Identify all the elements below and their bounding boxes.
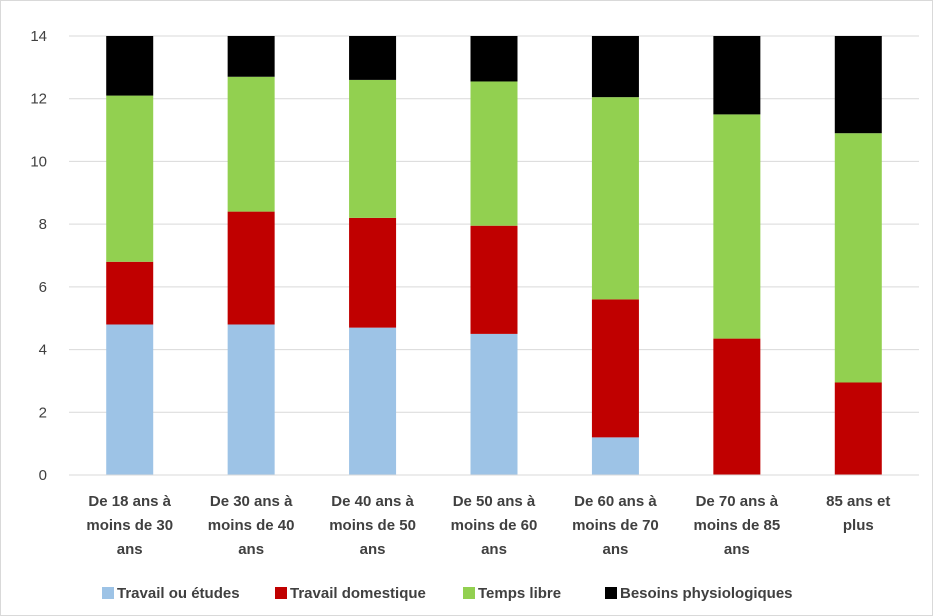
bar-segment <box>349 36 397 80</box>
x-tick-label: moins de 85 <box>694 517 781 534</box>
legend-swatch <box>275 587 287 599</box>
bar-segment <box>470 333 518 475</box>
x-tick-label: ans <box>360 541 386 558</box>
x-tick-label: ans <box>724 541 750 558</box>
x-tick-label: De 40 ans à <box>331 493 414 510</box>
x-tick-label: moins de 50 <box>329 517 416 534</box>
bar-segment <box>227 36 275 77</box>
x-tick-label: moins de 70 <box>572 517 659 534</box>
legend: Travail ou études Travail domestique Temps… <box>102 585 793 602</box>
bar-segment <box>470 225 518 334</box>
legend-item: Travail domestique <box>275 585 426 602</box>
x-tick-label: De 50 ans à <box>453 493 536 510</box>
legend-label: Temps libre <box>478 585 561 602</box>
legend-item: Besoins physiologiques <box>605 585 793 602</box>
bar-segment <box>713 114 761 339</box>
x-tick-label: De 70 ans à <box>696 493 779 510</box>
legend-label: Travail domestique <box>290 585 426 602</box>
bar-segment <box>713 36 761 115</box>
x-tick-label: moins de 30 <box>86 517 173 534</box>
bars <box>106 36 882 475</box>
legend-label: Besoins physiologiques <box>620 585 793 602</box>
legend-item: Temps libre <box>463 585 561 602</box>
legend-swatch <box>605 587 617 599</box>
bar-segment <box>834 133 882 383</box>
bar-segment <box>106 36 154 96</box>
bar-segment <box>834 382 882 475</box>
x-tick-label: De 18 ans à <box>88 493 171 510</box>
x-tick-label: moins de 40 <box>208 517 295 534</box>
bar-segment <box>349 217 397 328</box>
bar-segment <box>470 81 518 226</box>
legend-swatch <box>102 587 114 599</box>
y-tick-label: 0 <box>39 467 47 484</box>
y-tick-label: 10 <box>30 153 47 170</box>
x-tick-label: ans <box>238 541 264 558</box>
y-tick-label: 8 <box>39 216 47 233</box>
bar-segment <box>834 36 882 134</box>
x-tick-label: moins de 60 <box>451 517 538 534</box>
bar-segment <box>591 299 639 438</box>
x-axis: De 18 ans à moins de 30 ans De 30 ans à moin… <box>69 474 919 558</box>
y-tick-label: 12 <box>30 91 47 108</box>
bar-segment <box>591 437 639 475</box>
x-tick-label: ans <box>481 541 507 558</box>
y-tick-label: 6 <box>39 279 47 296</box>
x-tick-label: plus <box>843 517 874 534</box>
y-tick-label: 4 <box>39 342 47 359</box>
bar-segment <box>591 97 639 300</box>
bar-segment <box>227 76 275 212</box>
x-tick-label: ans <box>602 541 628 558</box>
bar-segment <box>349 79 397 218</box>
bar-segment <box>106 95 154 262</box>
bar-segment <box>349 327 397 475</box>
y-axis: 0 2 4 6 8 10 12 14 <box>30 28 47 484</box>
bar-segment <box>227 324 275 475</box>
y-tick-label: 14 <box>30 28 47 45</box>
legend-swatch <box>463 587 475 599</box>
y-tick-label: 2 <box>39 404 47 421</box>
bar-segment <box>470 36 518 82</box>
legend-label: Travail ou études <box>117 585 240 602</box>
bar-segment <box>591 36 639 98</box>
bar-segment <box>106 261 154 325</box>
bar-segment <box>227 211 275 325</box>
x-tick-label: De 60 ans à <box>574 493 657 510</box>
x-tick-label: ans <box>117 541 143 558</box>
bar-segment <box>106 324 154 475</box>
legend-item: Travail ou études <box>102 585 240 602</box>
x-tick-label: De 30 ans à <box>210 493 293 510</box>
x-tick-label: 85 ans et <box>826 493 890 510</box>
bar-segment <box>713 338 761 475</box>
